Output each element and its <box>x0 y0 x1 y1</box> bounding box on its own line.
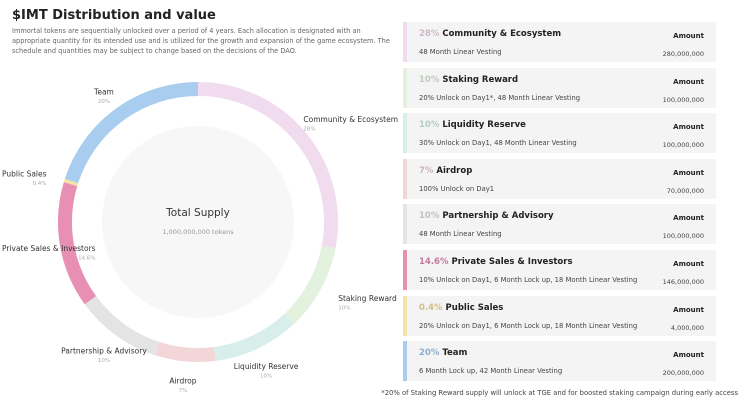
card-name: Staking Reward <box>442 74 519 85</box>
card-heading: 10% Staking Reward <box>419 75 518 85</box>
percent-label: 10% <box>98 358 110 364</box>
donut-chart: Total Supply 1,000,000,000 tokens Commun… <box>2 82 398 394</box>
card-vesting: 6 Month Lock up, 42 Month Linear Vesting <box>419 367 563 376</box>
allocation-list: 28% Community & Ecosystem 48 Month Linear… <box>403 22 716 387</box>
card-percent: 20% <box>419 348 440 359</box>
slice-label: Airdrop 7% <box>169 376 196 394</box>
amount-header: Amount <box>673 123 704 132</box>
category-label: Community & Ecosystem <box>303 115 398 124</box>
percent-label: 28% <box>303 127 315 133</box>
card-amount: 280,000,000 <box>662 50 704 58</box>
allocation-card: 0.4% Public Sales 20% Unlock on Day1, 6 M… <box>403 295 716 336</box>
allocation-card: 20% Team 6 Month Lock up, 42 Month Linear… <box>403 341 716 382</box>
card-name: Team <box>442 348 468 359</box>
slice-label: Community & Ecosystem 28% <box>303 115 398 133</box>
card-name: Liquidity Reserve <box>442 120 526 131</box>
card-vesting: 20% Unlock on Day1, 6 Month Lock up, 18 … <box>419 321 638 330</box>
category-label: Staking Reward <box>338 294 397 303</box>
card-vesting: 20% Unlock on Day1*, 48 Month Linear Ves… <box>419 93 581 102</box>
slice-label: Liquidity Reserve 10% <box>234 362 299 380</box>
percent-label: 7% <box>179 388 188 394</box>
card-percent: 28% <box>419 29 440 39</box>
amount-header: Amount <box>673 214 704 223</box>
amount-header: Amount <box>673 168 704 177</box>
card-vesting: 30% Unlock on Day1, 48 Month Linear Vest… <box>419 139 577 148</box>
description: Immortal tokens are sequentially unlocke… <box>12 27 390 55</box>
card-percent: 0.4% <box>419 302 443 313</box>
card-name: Private Sales & Investors <box>451 256 573 267</box>
slice <box>84 295 160 356</box>
card-heading: 14.6% Private Sales & Investors <box>419 257 573 267</box>
card-percent: 10% <box>419 120 440 131</box>
amount-header: Amount <box>673 351 704 360</box>
footnote: *20% of Staking Reward supply will unloc… <box>381 389 738 397</box>
percent-label: 20% <box>98 99 110 105</box>
card-percent: 10% <box>419 211 440 222</box>
card-heading: 10% Partnership & Advisory <box>419 211 554 221</box>
card-heading: 0.4% Public Sales <box>419 303 503 313</box>
amount-header: Amount <box>673 259 704 268</box>
card-percent: 14.6% <box>419 256 449 267</box>
slice <box>197 82 338 249</box>
category-label: Airdrop <box>169 376 196 385</box>
category-label: Partnership & Advisory <box>61 346 147 355</box>
card-percent: 7% <box>419 165 434 176</box>
category-label: Private Sales & Investors <box>2 244 96 253</box>
card-heading: 28% Community & Ecosystem <box>419 29 561 39</box>
category-label: Team <box>93 88 114 97</box>
center-disc <box>102 126 294 318</box>
card-name: Partnership & Advisory <box>442 211 554 222</box>
center-subtitle: 1,000,000,000 tokens <box>162 228 234 236</box>
category-label: Public Sales <box>2 169 47 178</box>
card-vesting: 100% Unlock on Day1 <box>419 184 495 193</box>
slice <box>64 82 199 184</box>
allocation-card: 10% Partnership & Advisory 48 Month Linea… <box>403 204 716 245</box>
card-name: Public Sales <box>445 302 504 313</box>
slice-label: Team 20% <box>93 88 114 106</box>
card-amount: 100,000,000 <box>662 95 704 104</box>
card-amount: 70,000,000 <box>666 186 704 195</box>
allocation-card: 10% Liquidity Reserve 30% Unlock on Day1,… <box>403 113 716 154</box>
allocation-card: 7% Airdrop 100% Unlock on Day1 Amount 70,00… <box>403 158 716 199</box>
slice <box>154 341 216 362</box>
allocation-card: 10% Staking Reward 20% Unlock on Day1*, 4… <box>403 67 716 108</box>
allocation-card: 28% Community & Ecosystem 48 Month Linear… <box>403 22 716 62</box>
card-name: Airdrop <box>436 165 473 176</box>
card-vesting: 48 Month Linear Vesting <box>419 48 502 56</box>
card-amount: 146,000,000 <box>662 277 704 286</box>
slice <box>63 178 79 187</box>
amount-header: Amount <box>673 77 704 86</box>
slice-label: Private Sales & Investors 14.6% <box>2 244 96 261</box>
card-heading: 10% Liquidity Reserve <box>419 120 526 130</box>
amount-header: Amount <box>673 32 704 40</box>
category-label: Liquidity Reserve <box>234 362 299 371</box>
card-heading: 7% Airdrop <box>419 166 472 176</box>
card-vesting: 10% Unlock on Day1, 6 Month Lock up, 18 … <box>419 275 638 284</box>
slice-label: Public Sales 0.4% <box>2 169 47 187</box>
slice <box>284 245 336 325</box>
card-percent: 10% <box>419 74 440 85</box>
card-amount: 100,000,000 <box>662 232 704 241</box>
amount-header: Amount <box>673 305 704 314</box>
center-title: Total Supply <box>165 207 230 219</box>
percent-label: 10% <box>338 306 350 312</box>
card-amount: 200,000,000 <box>662 369 704 378</box>
card-heading: 20% Team <box>419 348 467 358</box>
card-amount: 4,000,000 <box>670 323 704 332</box>
slice <box>58 182 97 305</box>
card-name: Community & Ecosystem <box>442 29 562 39</box>
percent-label: 0.4% <box>33 181 47 187</box>
slice-label: Staking Reward 10% <box>338 294 397 312</box>
card-vesting: 48 Month Linear Vesting <box>419 230 502 239</box>
allocation-card: 14.6% Private Sales & Investors 10% Unloc… <box>403 249 716 290</box>
percent-label: 14.6% <box>78 256 95 262</box>
slice-label: Partnership & Advisory 10% <box>61 346 147 364</box>
slice <box>213 313 294 361</box>
percent-label: 10% <box>260 373 272 379</box>
title: $IMT Distribution and value <box>12 8 216 23</box>
card-amount: 100,000,000 <box>662 141 704 150</box>
